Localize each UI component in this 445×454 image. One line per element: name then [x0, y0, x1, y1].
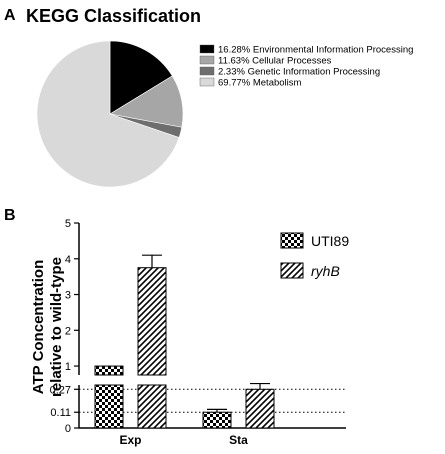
- pie-title: KEGG Classification: [26, 6, 201, 26]
- y-tick-label-lower-1: 0.11: [50, 407, 71, 419]
- x-tick-label-exp: Exp: [119, 433, 141, 447]
- y-tick-label-upper-4: 5: [65, 218, 71, 230]
- bar-exp-uti89-upper: [94, 365, 124, 376]
- bar-legend-label-0: UTI89: [311, 233, 349, 249]
- panel-a-label: A: [4, 7, 16, 24]
- pie-legend-label-1: 11.63% Cellular Processes: [218, 56, 332, 67]
- pie-legend-label-0: 16.28% Environmental Information Process…: [218, 45, 413, 56]
- pie-legend-label-3: 69.77% Metabolism: [218, 78, 302, 89]
- pie-legend-swatch-1: [199, 55, 215, 65]
- pie-legend-swatch-2: [199, 66, 215, 76]
- pie-legend-swatch-0: [199, 44, 215, 54]
- bar-sta-uti89: [202, 411, 232, 429]
- bar-sta-ryhb: [245, 388, 275, 429]
- y-axis-label-line2: relative to wild-type: [48, 257, 65, 397]
- bar-legend-swatch-1: [280, 262, 304, 279]
- pie-legend-label-2: 2.33% Genetic Information Processing: [218, 67, 380, 78]
- y-tick-label-upper-1: 2: [65, 325, 71, 337]
- panel-b-label: B: [4, 207, 16, 224]
- y-tick-label-upper-3: 4: [65, 254, 71, 266]
- y-tick-label-lower-2: 0.27: [50, 384, 71, 396]
- pie-chart: [36, 40, 184, 188]
- bar-exp-uti89-lower: [94, 384, 124, 429]
- y-axis-label-line1: ATP Concentration: [30, 260, 47, 394]
- bar-legend-swatch-0: [280, 232, 304, 249]
- bar-chart: 1 2 3 4 5 0 0.11 0.27 Exp Sta: [50, 218, 346, 447]
- bar-exp-ryhb-upper: [137, 267, 167, 376]
- pie-slice-0: [109, 40, 173, 115]
- x-tick-label-sta: Sta: [229, 433, 248, 447]
- bar-legend: UTI89 ryhB: [280, 232, 349, 279]
- pie-legend: 16.28% Environmental Information Process…: [199, 44, 413, 89]
- pie-legend-swatch-3: [199, 77, 215, 87]
- pie-slice-3: [36, 40, 180, 188]
- y-tick-label-lower-0: 0: [65, 423, 71, 435]
- bar-legend-label-1: ryhB: [311, 263, 340, 279]
- bar-exp-ryhb-lower: [137, 384, 167, 429]
- y-tick-label-upper-2: 3: [65, 290, 71, 302]
- y-tick-label-upper-0: 1: [65, 361, 71, 373]
